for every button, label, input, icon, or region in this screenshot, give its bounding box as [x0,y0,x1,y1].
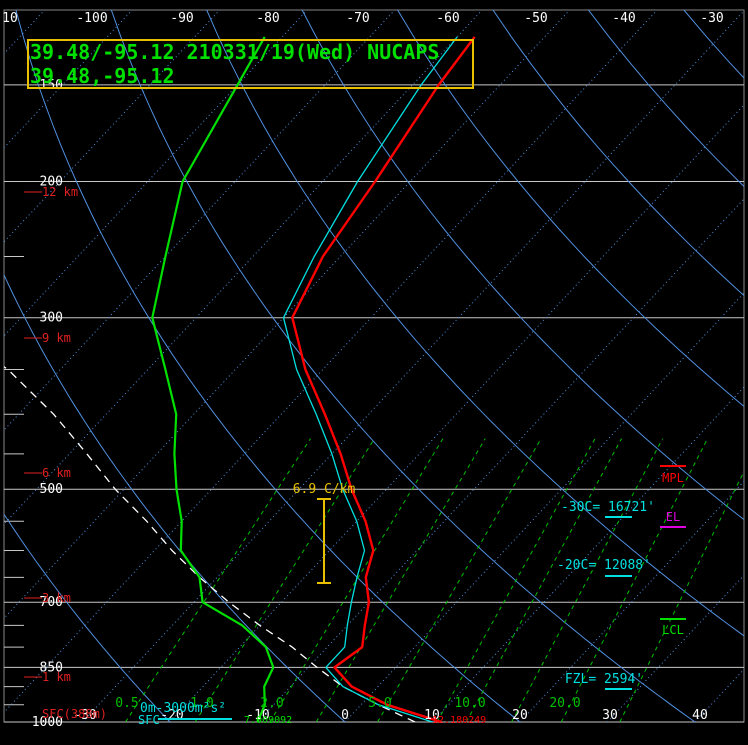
dry-adiabat [15,10,521,722]
isotherm-line [344,292,744,722]
bottom-temp-label: -30 [73,708,96,723]
mixing-ratio-line [377,438,542,722]
dry-adiabat [206,10,744,637]
sfc-dewpoint-value: 7.009092 [244,715,292,726]
pressure-label: 700 [40,595,63,610]
mixing-ratio-label: 0.5 [115,696,138,711]
isotherm-line [4,10,571,619]
isobar-lines [3,9,745,723]
mixing-ratio-line [511,438,664,722]
isotherm-line [607,574,744,722]
isotherm-line [169,104,744,722]
sfc-temp-value: 12.180249 [432,715,486,726]
mixing-ratio-line [315,438,486,722]
pressure-label: 1000 [32,715,63,730]
bottom-temp-label: 10 [424,708,440,723]
top-temp-label: -50 [524,11,547,26]
top-temp-label: -30 [700,11,723,26]
top-temp-label: -80 [256,11,279,26]
sfc-height-label: SFC(388m) [42,707,107,721]
isotherm-line [4,10,133,149]
dry-adiabat [4,513,171,722]
minus30c-label: -30C= 16721' [561,500,655,515]
top-temp-label: -40 [612,11,635,26]
isotherm-line [4,10,308,337]
mpl-label: MPL [662,471,684,485]
helicity-label: 0m-3000m²s² [140,701,226,716]
parcel-trace [4,365,416,722]
mixing-ratio-line [436,438,596,722]
isotherm-line [694,668,744,722]
pressure-label: 200 [40,175,63,190]
mixing-ratio-label: 5.0 [368,696,391,711]
header-box [27,39,474,89]
height-label: 12 km [42,185,78,199]
bottom-temp-label: 0 [341,708,349,723]
isotherm-line [4,10,396,431]
dry-adiabat [301,10,744,521]
dry-adiabat [726,0,748,722]
bottom-temp-label: 30 [602,708,618,723]
top-temp-label: -100 [76,11,107,26]
isotherm-line [82,10,744,722]
isotherm-line [4,10,46,55]
axis-labels: 10 -100 -90 -80 -70 -60 -50 -40 -30-30 -20 -10 0 10 2… [2,11,724,730]
virtual-temp-trace [282,36,458,722]
top-temp-label: -60 [436,11,459,26]
isotherm-line [4,10,658,714]
height-label: 9 km [42,331,71,345]
dry-adiabat [492,10,744,297]
fzl-label: FZL= 2594' [565,672,643,687]
isotherm-lines [4,10,744,722]
lcl-label: LCL [662,623,684,637]
height-label: 1 km [42,670,71,684]
dry-adiabat [397,10,744,408]
bottom-temp-label: 40 [692,708,708,723]
mixing-ratio-line [465,438,623,722]
header-line2: 39.48,-95.12 [30,64,175,88]
pressure-label: 850 [40,660,63,675]
plot-frame [3,9,745,723]
temperature-trace [291,36,476,722]
isotherm-line [519,480,744,722]
top-temp-label: -90 [170,11,193,26]
pressure-label: 500 [40,482,63,497]
isotherm-line [4,10,221,243]
height-label: 6 km [42,466,71,480]
annotations: 6.9 C/km MPL EL LCL -30C= 16721' -20C= 12088'… [42,465,686,727]
pressure-label: 300 [40,311,63,326]
lapse-rate-label: 6.9 C/km [293,482,356,497]
dry-adiabat-lines [4,0,748,722]
mixing-ratio-label: 10.0 [454,696,485,711]
bottom-temp-label: -10 [246,708,269,723]
mixing-ratio-line [560,438,709,722]
top-temp-label: -70 [346,11,369,26]
mixing-ratio-label: 20.0 [549,696,580,711]
bottom-temp-label: 20 [512,708,528,723]
height-label: 3 km [42,591,71,605]
mixing-ratio-label: 2.0 [260,696,283,711]
mixing-ratio-line [125,438,311,722]
isotherm-line [4,10,483,525]
mixing-ratio-label: 1.0 [190,696,213,711]
mixing-ratio-lines [125,438,744,722]
el-label: EL [666,510,680,524]
pressure-label: 150 [40,78,63,93]
dry-adiabat [587,10,744,188]
sfc-short-label: SFC [138,713,160,727]
header-line1: 39.48/-95.12 210331/19(Wed) NUCAPS [30,40,440,64]
dry-adiabat [4,273,346,722]
dewpoint-trace [151,36,275,722]
isotherm-line [432,386,744,722]
sounding-profiles [4,36,476,722]
isotherm-line [257,198,744,722]
top-temp-label: 10 [2,11,18,26]
minus20c-label: -20C= 12088' [557,558,651,573]
dry-adiabat [110,10,696,722]
